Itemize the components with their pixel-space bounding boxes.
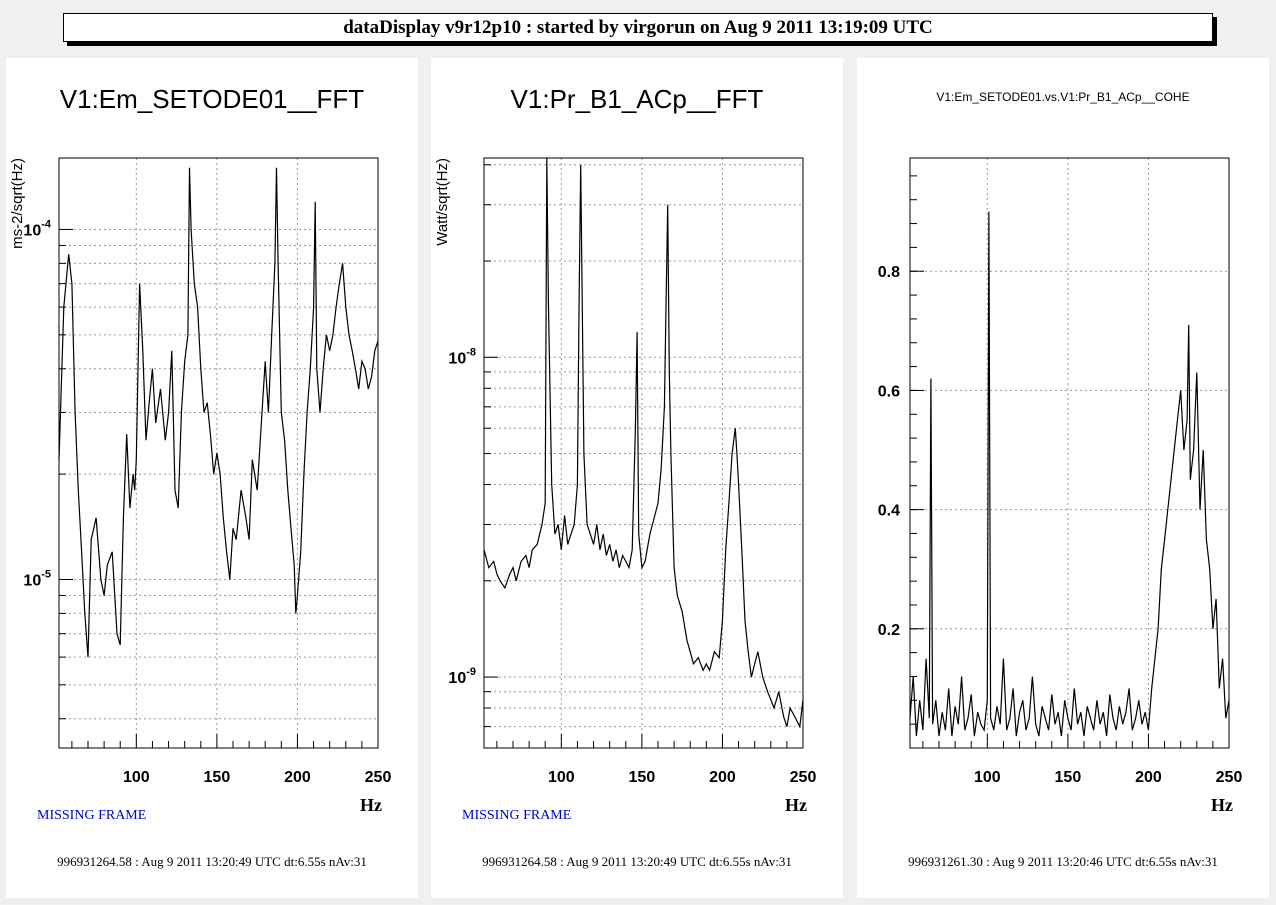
x-axis-label: Hz [1211,795,1233,815]
y-tick-label: 10-4 [23,218,51,239]
chart-svg: 100 150 200 250 10-9 10-8 Hz Watt/sqrt(Hz) [434,157,817,815]
missing-frame-label: MISSING FRAME [37,808,147,823]
x-tick-label: 100 [123,769,150,786]
y-tick-label: 0.4 [878,503,900,520]
y-axis-label: Watt/sqrt(Hz) [434,158,451,246]
fft-panel-2: V1:Pr_B1_ACp__FFT 100 150 200 250 10-9 10-8 Hz… [431,58,843,898]
x-tick-label: 250 [1216,769,1243,786]
y-tick-label: 10-9 [448,666,476,687]
x-tick-label: 250 [365,769,392,786]
series-line [909,211,1230,737]
y-tick-label: 0.8 [878,264,900,281]
x-tick-label: 150 [1055,769,1082,786]
plot-frame [58,157,379,749]
y-tick-label: 10-5 [23,568,51,589]
panel-footer: 996931264.58 : Aug 9 2011 13:20:49 UTC d… [57,854,367,869]
y-tick-label: 0.2 [878,622,900,639]
panel-title: V1:Em_SETODE01.vs.V1:Pr_B1_ACp__COHE [936,90,1190,104]
plot-frame [483,157,804,749]
panel-title: V1:Em_SETODE01__FFT [59,84,365,114]
x-tick-label: 150 [204,769,231,786]
x-tick-label: 250 [790,769,817,786]
x-tick-label: 150 [629,769,656,786]
y-axis-label: ms-2/sqrt(Hz) [9,158,26,249]
x-axis-label: Hz [360,795,382,815]
chart-svg: 100 150 200 250 10-5 10-4 Hz ms-2/sqrt(Hz) [9,157,392,815]
plot-frame [909,157,1230,749]
panel-footer: 996931264.58 : Aug 9 2011 13:20:49 UTC d… [482,854,792,869]
x-axis-label: Hz [785,795,807,815]
window-title: dataDisplay v9r12p10 : started by virgor… [63,13,1213,42]
y-tick-label: 0.6 [878,383,900,400]
x-tick-label: 200 [1135,769,1162,786]
series-line [58,167,379,658]
missing-frame-label: MISSING FRAME [462,808,572,823]
series-line [483,157,804,729]
fft-panel-1: V1:Em_SETODE01__FFT 100 150 200 250 10-5 10-4… [6,58,418,898]
x-tick-label: 100 [974,769,1001,786]
panel-title: V1:Pr_B1_ACp__FFT [510,84,764,114]
panel-footer: 996931261.30 : Aug 9 2011 13:20:46 UTC d… [908,854,1218,869]
x-tick-label: 200 [709,769,736,786]
x-tick-label: 200 [284,769,311,786]
chart-svg: 100 150 200 250 0.2 0.4 0.6 0.8 Hz [878,157,1243,815]
y-tick-label: 10-8 [448,346,476,367]
coherence-panel: V1:Em_SETODE01.vs.V1:Pr_B1_ACp__COHE 100… [857,58,1269,898]
x-tick-label: 100 [548,769,575,786]
